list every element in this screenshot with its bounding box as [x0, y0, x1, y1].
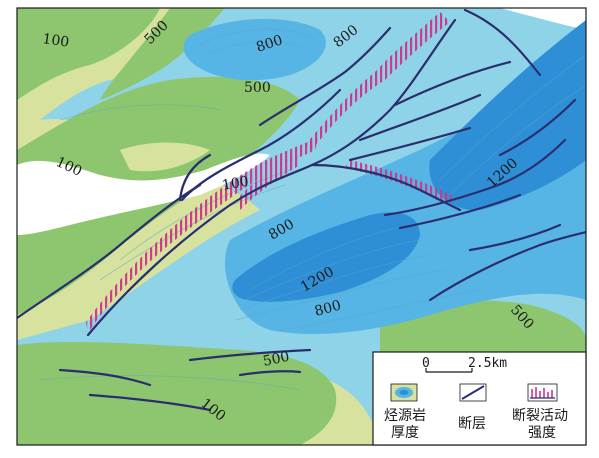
contour-label-100-top: 100 [41, 31, 70, 51]
green-zone-north [100, 8, 225, 100]
contour-label-500-bottom: 500 [262, 349, 291, 370]
blank-area-west [17, 153, 270, 235]
fault-south-2 [188, 348, 312, 362]
thin-strip-west [120, 142, 210, 172]
main-fault [86, 18, 457, 337]
fault-east-5 [498, 98, 577, 157]
fault-east-4 [428, 230, 586, 302]
fault-east-3 [468, 223, 562, 252]
fault-lines [17, 8, 586, 412]
fault-east-2 [398, 193, 522, 230]
fault-west-2 [178, 153, 212, 202]
legend-activity-label-1: 断裂活动 [512, 408, 568, 424]
scale-label-zero: 0 [422, 356, 430, 371]
fault-south-1 [58, 368, 152, 387]
scale-bar: 0 2.5km [422, 356, 507, 373]
contour-label-800-top: 800 [254, 32, 284, 55]
green-zone-northwest [17, 8, 160, 100]
scale-label-distance: 2.5km [468, 356, 507, 371]
fault-branch-ne1 [358, 93, 482, 142]
activity-band-northeast [305, 12, 450, 150]
legend-activity-symbol [527, 383, 558, 402]
contour-label-100-center: 100 [221, 174, 250, 194]
fault-branch-ne2 [393, 60, 512, 107]
legend-activity-label-2: 强度 [528, 425, 556, 441]
fault-south-3 [88, 393, 212, 412]
fault-east-1 [383, 138, 567, 217]
legend-box: 0 2.5km 烃源岩 厚度 断层 [372, 351, 587, 446]
green-zone-south [17, 342, 337, 445]
contour-label-800-lower: 800 [313, 297, 343, 319]
map-frame [16, 7, 587, 446]
fault-branch-north [180, 88, 342, 202]
legend-thickness-symbol [390, 383, 418, 402]
legend-thickness-label-1: 烃源岩 [384, 408, 426, 424]
legend-thickness-label-2: 厚度 [391, 425, 419, 441]
fault-branch-ne3 [348, 126, 472, 162]
fault-south-4 [238, 370, 302, 377]
basin-zone-north [183, 18, 326, 81]
legend-fault-symbol [459, 383, 487, 402]
map-area: 100 500 800 800 500 100 100 1200 800 120… [17, 8, 586, 445]
legend-fault-label: 断层 [458, 416, 486, 432]
fault-north [258, 26, 392, 127]
fault-branch-east [310, 163, 462, 212]
blank-area-east-top [500, 8, 586, 30]
activity-band-east [345, 160, 452, 205]
contour-label-500-mid: 500 [244, 80, 271, 96]
fault-west-1 [17, 183, 202, 320]
depocenter-east [429, 20, 586, 211]
fault-top-right [463, 8, 542, 77]
